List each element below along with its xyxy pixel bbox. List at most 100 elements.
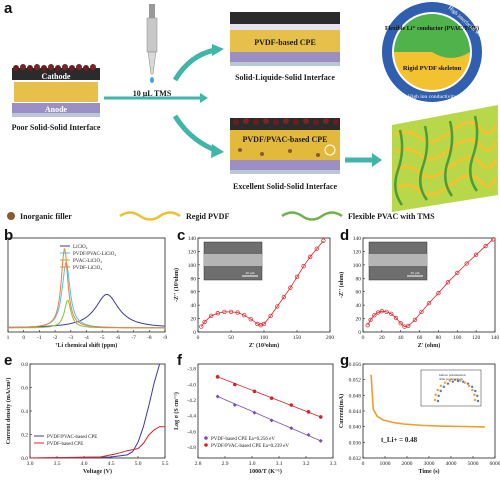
x-tick-label: 50 [228,335,234,341]
data-point [269,396,274,400]
data-point [261,321,267,327]
circle-bottom-label: Rigid PVDF skeleton [403,65,462,72]
inset-point-after [456,379,460,383]
y-tick-label: 0.4 [21,409,28,415]
x-tick-label: 2.8 [195,461,202,467]
data-point [379,309,385,314]
y-tick-label: -4.2 [187,398,196,404]
chart-b-nmr: 1 0 -1 -2 -3 -4 -5 -6 -7 -8 -9 ⁷Li chemical shift (… [7,237,168,349]
inset-point-after [437,394,440,398]
data-point [445,280,451,285]
panel-label-c: c [177,227,186,244]
data-point [248,317,253,322]
y-tick-label: 60 [191,290,197,296]
x-tick-label: -2 [53,335,58,341]
x-tick-label: -6 [116,335,121,341]
data-point [306,432,311,437]
panel-label-e: e [4,352,13,369]
inset-point-after [451,380,455,383]
x-tick-label: 5000 [468,461,479,467]
chart-c-eis: 0 50 100 150 200 0 20 40 60 80 100 120 140 Z' (10³ohm… [173,236,334,349]
panel-label-b: b [4,227,14,244]
scale-bar-label: 20 μm [246,271,255,275]
y-tick-label: 0.036 [349,440,362,446]
fit-line-1 [217,376,321,418]
fit-line [367,239,494,328]
x-axis-label: Z' (ohm) [418,342,441,349]
data-point [483,243,488,249]
data-point [199,324,204,329]
chart-g-polarization: 0 1000 2000 3000 4000 5000 6000 0.032 0.036 0.040… [338,362,500,475]
x-axis-label: Time (s) [418,468,439,475]
y-tick-label: 0.052 [349,378,362,384]
pvdf-cpe-cell [230,12,340,66]
data-point [412,317,418,323]
data-point [473,252,479,257]
legend-row [7,211,343,221]
x-axis-label: Z' (10³ohm) [249,342,279,349]
data-point [318,438,323,443]
data-point [301,264,306,269]
inset-point-before [434,393,437,397]
inset-point-after [436,399,440,403]
circle-top-label: Flexible Li⁺ conductor (PVAC/TMS) [385,25,479,32]
inset-point-after [476,399,480,403]
y-tick-label: 100 [353,263,362,269]
panel-label-f: f [177,352,182,369]
y-axis-label: Current(mA) [338,394,345,428]
x-tick-label: 60 [417,335,423,341]
data-point [318,415,323,419]
legend-label: PVDF-based CPE [47,442,83,447]
x-tick-label: 3.0 [249,461,256,467]
y-tick-label: 100 [188,263,197,269]
panel-label-a: a [4,0,13,17]
y-axis-label: -Z'' (10³ohm) [173,268,180,302]
data-point [215,375,220,379]
pvdf-line-icon [119,211,181,221]
data-point [375,310,381,315]
data-point [365,323,370,328]
inset-point-after [439,389,442,393]
inset-point-before [439,384,443,388]
inset-point-before [458,379,462,382]
data-point [289,403,294,407]
data-point [252,389,257,394]
panel-label-d: d [340,227,350,244]
series-line-0 [29,363,161,459]
pvac-line-icon [281,211,343,221]
y-tick-label: 0 [358,330,361,336]
inset-point-before [436,388,439,392]
plot-frame [197,363,334,459]
y-tick-label: 0.040 [349,425,362,431]
inset-point-after [470,385,474,389]
y-tick-label: 120 [353,249,362,255]
arrow-up-icon [172,47,216,82]
x-tick-label: 150 [293,335,302,341]
x-tick-label: 6000 [490,461,500,467]
inset-point-before [473,398,477,402]
x-tick-label: 0 [197,335,200,341]
data-point [398,321,403,326]
arrow-down-icon [172,114,216,153]
data-point [490,237,496,242]
y-tick-label: 120 [188,249,197,255]
inset-point-after [476,394,479,398]
series-line-0 [8,293,166,328]
data-point [268,313,273,319]
x-tick-label: 0 [362,461,365,467]
schematic-a: Cathode Anode Poor Solid-Solid Interface… [7,0,498,221]
x-tick-label: 1000 [380,461,391,467]
poor-interface-cell [12,64,100,117]
inset-point-before [463,381,467,384]
legend-filler-label: Inorganic filler [20,212,72,221]
scale-bar-label: 20 μm [411,271,420,275]
x-tick-label: -9 [163,335,168,341]
inset-point-before [473,393,476,397]
y-tick-label: 0.048 [349,393,362,399]
data-point [308,254,313,259]
y-tick-label: 80 [356,276,362,282]
x-tick-label: -8 [147,335,152,341]
inset-frame [420,369,482,407]
x-tick-label: 0 [362,335,365,341]
data-point [368,317,373,323]
